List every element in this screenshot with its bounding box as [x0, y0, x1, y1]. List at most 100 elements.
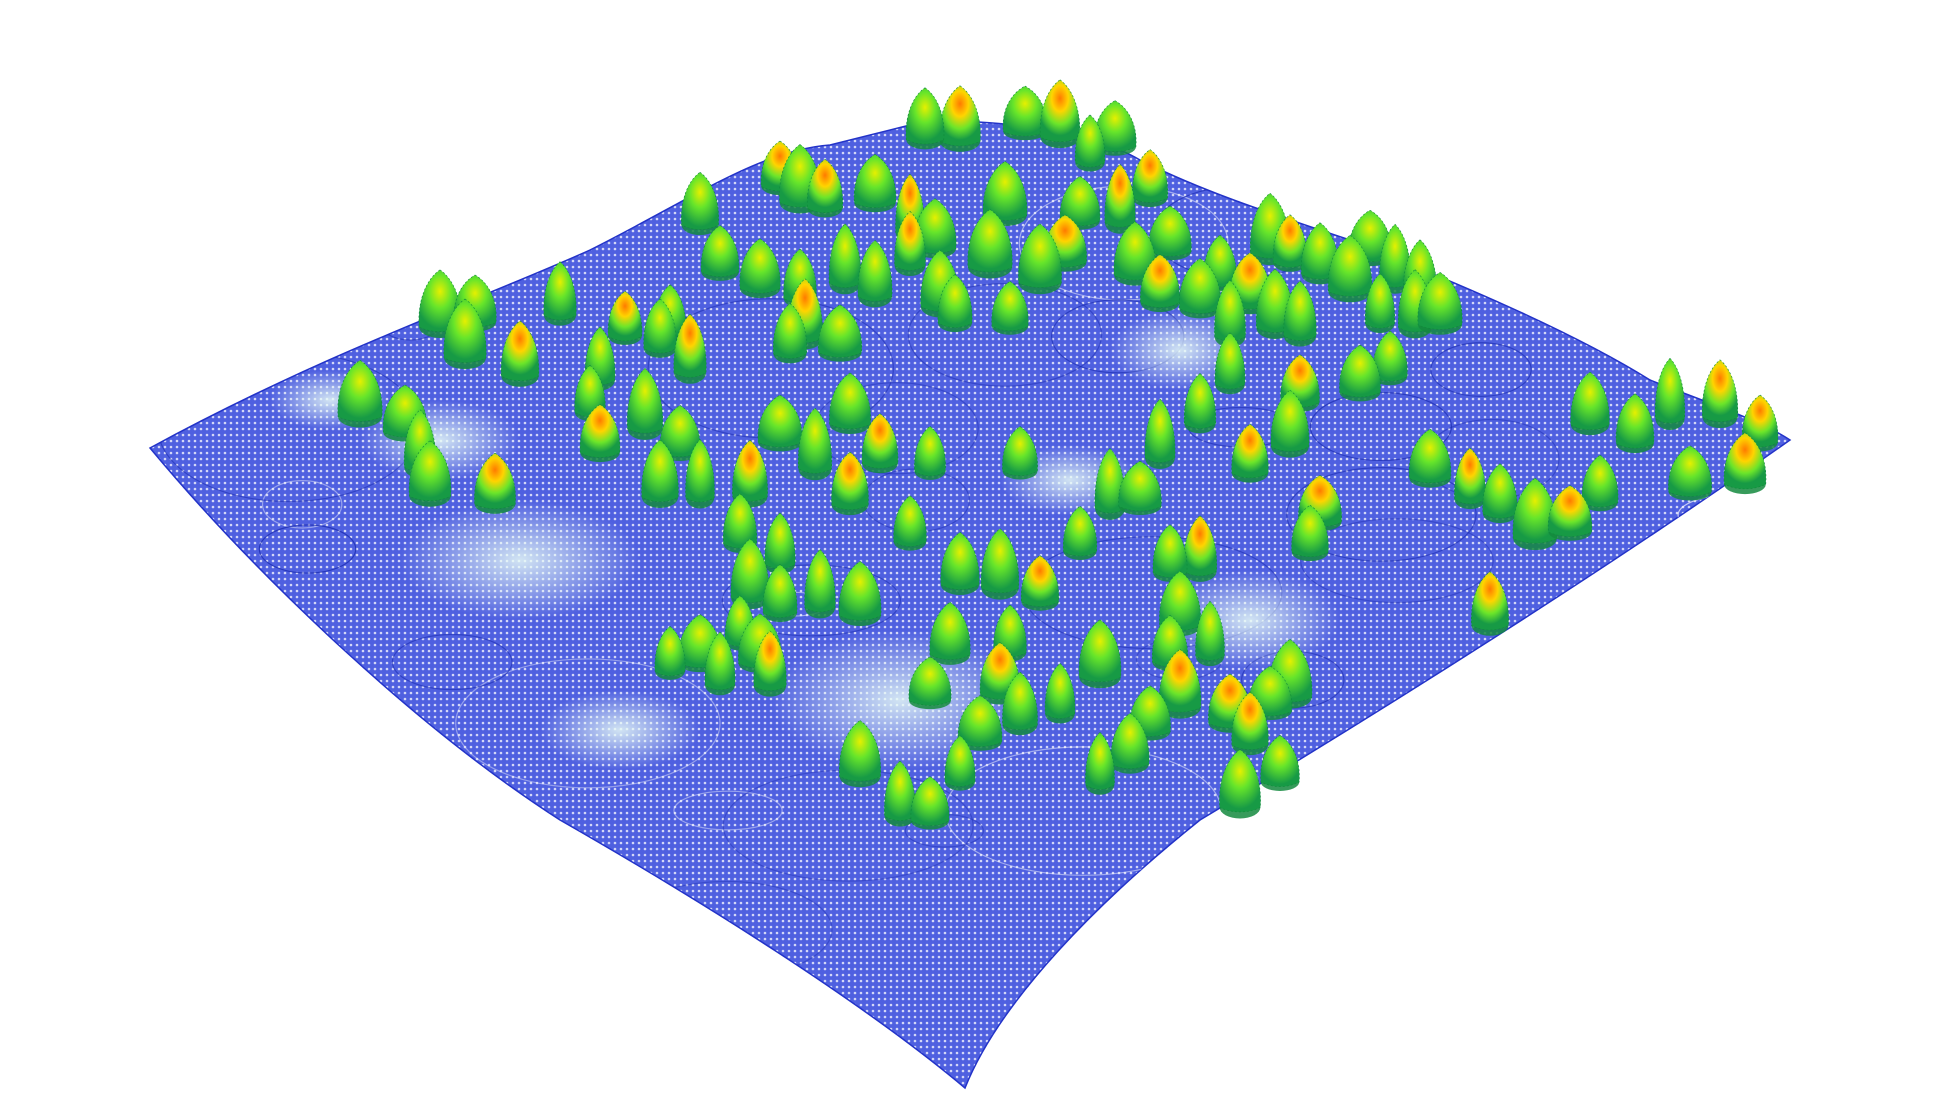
- tree-canopy: [1283, 280, 1317, 347]
- contour-line: [1430, 342, 1532, 397]
- tree-canopy: [474, 452, 516, 514]
- contour-line: [1391, 933, 1499, 994]
- tree-canopy: [894, 210, 926, 277]
- contour-line: [559, 919, 671, 975]
- tree-canopy: [1654, 357, 1686, 430]
- terrain-clearing: [400, 500, 640, 620]
- tree-canopy: [500, 320, 540, 387]
- contour-line: [258, 524, 357, 574]
- tree-canopy: [1417, 272, 1463, 335]
- tree-canopy: [1668, 445, 1712, 501]
- contour-line: [1309, 391, 1453, 462]
- tree-canopy: [1482, 463, 1518, 524]
- tree-canopy: [1020, 555, 1060, 611]
- tree-canopy: [937, 274, 973, 333]
- contour-line: [1364, 884, 1543, 969]
- tree-canopy: [757, 394, 803, 452]
- contour-line: [1437, 780, 1709, 928]
- tree-canopy: [1570, 371, 1610, 436]
- contour-line: [1286, 467, 1477, 562]
- contour-line: [1497, 676, 1567, 706]
- tree-canopy: [443, 298, 487, 370]
- contour-line: [1677, 493, 1790, 537]
- tree-canopy: [1059, 176, 1101, 230]
- tree-canopy: [1094, 447, 1126, 520]
- tree-canopy: [1219, 749, 1261, 819]
- tree-canopy: [762, 564, 798, 623]
- tree-canopy: [1039, 79, 1081, 149]
- contour-line: [1168, 925, 1284, 985]
- tree-canopy: [914, 425, 946, 480]
- tree-canopy: [839, 720, 881, 788]
- tree-canopy: [700, 225, 740, 281]
- tree-canopy: [1044, 663, 1076, 724]
- tree-canopy: [1512, 477, 1558, 551]
- tree-canopy: [753, 630, 787, 697]
- tree-canopy: [543, 261, 577, 326]
- tree-canopy: [884, 760, 916, 827]
- tree-canopy: [1291, 504, 1329, 562]
- tree-canopy: [1272, 214, 1308, 272]
- tree-canopies: [337, 79, 1779, 830]
- tree-canopy: [1372, 330, 1408, 386]
- contour-line: [1400, 812, 1458, 847]
- tree-canopy: [1002, 671, 1038, 736]
- tree-canopy: [797, 407, 833, 481]
- tree-canopy: [939, 85, 981, 152]
- tree-canopy: [659, 405, 701, 461]
- tree-canopy: [1615, 393, 1655, 454]
- tree-canopy: [1454, 447, 1486, 510]
- tree-canopy: [1408, 428, 1452, 488]
- contour-line: [1116, 891, 1306, 965]
- contour-line: [1174, 846, 1256, 885]
- tree-canopy: [673, 313, 707, 384]
- tree-canopy: [1085, 732, 1115, 795]
- contour-line: [310, 894, 466, 957]
- contour-line: [673, 790, 783, 831]
- tree-canopy: [739, 238, 781, 299]
- tree-canopy: [1074, 114, 1106, 172]
- contour-line: [907, 283, 1103, 387]
- tree-canopy: [1093, 100, 1137, 156]
- tree-canopy: [944, 735, 976, 791]
- tree-canopy: [1118, 460, 1162, 516]
- tree-canopy: [980, 528, 1020, 600]
- tree-canopy: [1327, 235, 1373, 303]
- tree-canopy: [1140, 254, 1180, 313]
- tree-canopy: [857, 239, 893, 308]
- tree-canopy: [579, 404, 621, 463]
- tree-canopy: [773, 303, 807, 364]
- tree-canopy: [1002, 426, 1038, 480]
- tree-canopy: [681, 171, 719, 236]
- tree-canopy: [626, 367, 664, 440]
- contour-line: [372, 888, 597, 972]
- tree-canopy: [704, 631, 736, 696]
- tree-canopy: [408, 440, 452, 507]
- tree-canopy: [641, 439, 679, 508]
- tree-canopy: [831, 451, 869, 516]
- tree-canopy: [1113, 221, 1157, 286]
- tree-canopy: [908, 656, 952, 710]
- tree-canopy: [1260, 735, 1300, 791]
- tree-canopy: [1158, 649, 1202, 719]
- tree-canopy: [957, 695, 1003, 751]
- tree-canopy: [828, 223, 862, 295]
- tree-canopy: [1231, 423, 1269, 483]
- contour-line: [1209, 877, 1489, 1039]
- tree-canopy: [643, 298, 677, 358]
- contour-line: [455, 658, 721, 789]
- tree-canopy: [1018, 223, 1062, 295]
- tree-canopy: [1179, 258, 1221, 319]
- tree-canopy: [337, 359, 383, 428]
- contour-line: [1602, 659, 1721, 718]
- tree-canopy: [838, 561, 882, 627]
- tree-canopy: [804, 549, 836, 619]
- tree-canopy: [893, 495, 927, 551]
- tree-canopy: [905, 87, 945, 150]
- tree-canopy: [806, 158, 844, 218]
- tree-canopy: [1195, 600, 1225, 667]
- tree-canopy: [1002, 85, 1048, 141]
- tree-canopy: [1270, 389, 1310, 458]
